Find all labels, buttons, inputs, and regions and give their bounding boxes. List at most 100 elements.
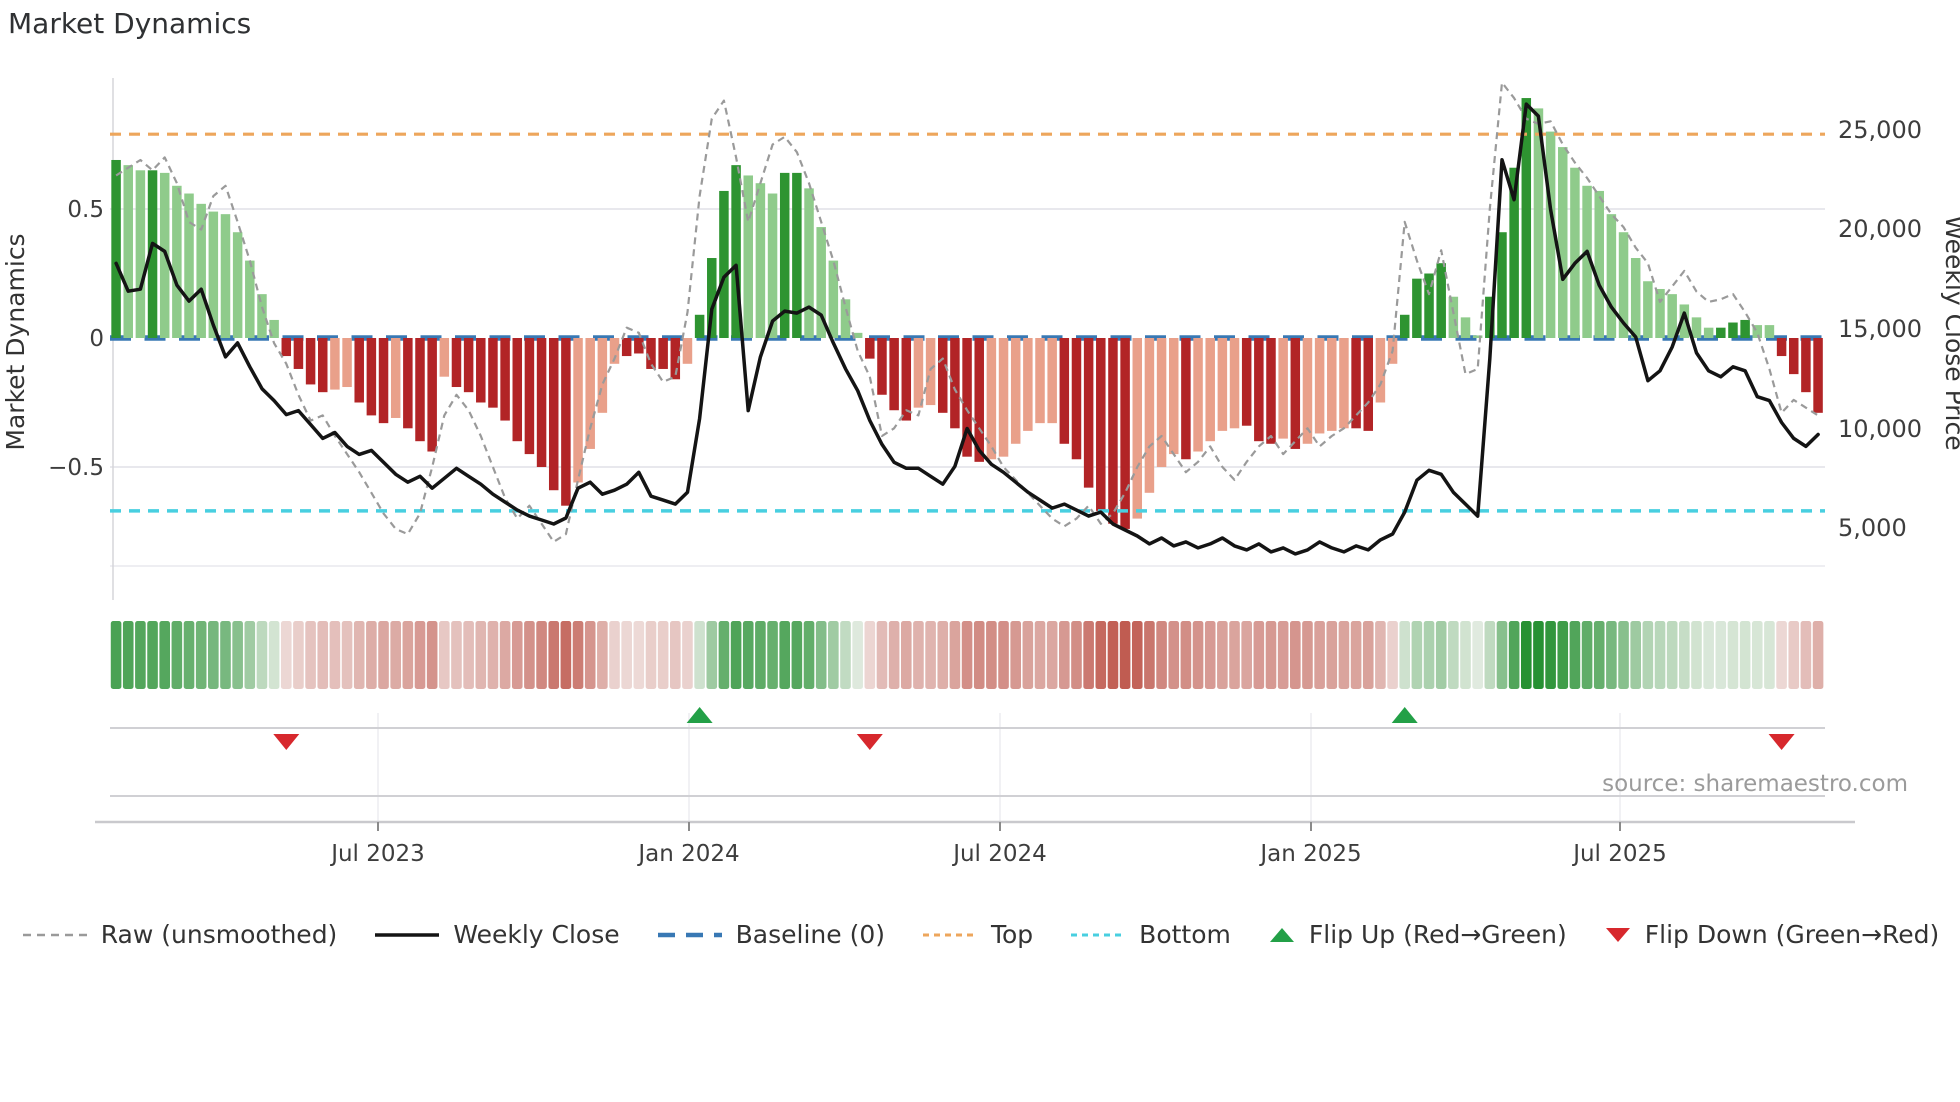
- oscillator-bar: [658, 338, 668, 369]
- oscillator-bar: [1290, 338, 1301, 449]
- heatmap-cell: [1253, 621, 1265, 689]
- right-tick-15000: 15,000: [1838, 315, 1922, 343]
- heatmap-cell: [621, 621, 632, 689]
- oscillator-bar: [403, 338, 413, 429]
- oscillator-bar: [1241, 338, 1252, 426]
- oscillator-bar: [585, 338, 595, 449]
- heatmap-cell: [670, 621, 681, 689]
- oscillator-bar: [719, 190, 729, 338]
- oscillator-bar: [974, 338, 984, 462]
- oscillator-bar: [901, 338, 912, 421]
- heatmap-cell: [998, 621, 1009, 689]
- oscillator-bar: [1667, 294, 1677, 338]
- heatmap-cell: [1277, 621, 1289, 689]
- oscillator-bar: [378, 338, 389, 424]
- heatmap-cell: [1131, 621, 1143, 689]
- oscillator-bar: [694, 314, 705, 338]
- right-tick-20000: 20,000: [1838, 215, 1922, 243]
- oscillator-bar: [1716, 327, 1726, 338]
- heatmap-cell: [1533, 621, 1544, 689]
- oscillator-bar: [1254, 338, 1264, 442]
- oscillator-bar: [889, 338, 899, 411]
- oscillator-bar: [828, 260, 839, 338]
- heatmap-cell: [208, 621, 219, 689]
- right-tick-10000: 10,000: [1838, 415, 1922, 443]
- heatmap-cell: [779, 621, 791, 689]
- baseline-line-icon: [657, 932, 722, 937]
- right-tick-25000: 25,000: [1838, 116, 1922, 144]
- bottom-line-icon: [1071, 933, 1126, 936]
- oscillator-bar: [293, 338, 304, 369]
- oscillator-bar: [670, 338, 681, 380]
- oscillator-bar: [1229, 338, 1240, 429]
- heatmap-cell: [1144, 621, 1155, 689]
- oscillator-bar: [220, 214, 231, 338]
- heatmap-cell: [548, 621, 560, 689]
- heatmap-cell: [1448, 621, 1459, 689]
- heatmap-cell: [1119, 621, 1131, 689]
- heatmap-cell: [1083, 621, 1094, 689]
- heatmap-cell: [487, 621, 499, 689]
- heatmap-cell: [1010, 621, 1021, 689]
- oscillator-bar: [1351, 338, 1361, 429]
- heatmap-cell: [1593, 621, 1605, 689]
- oscillator-bar: [597, 338, 608, 413]
- page-title: Market Dynamics: [8, 7, 251, 40]
- heatmap-cell: [755, 621, 766, 689]
- oscillator-bar: [317, 338, 328, 393]
- oscillator-bar: [342, 338, 352, 388]
- weekly-close-line: [114, 102, 1820, 556]
- oscillator-bar: [1217, 338, 1228, 431]
- heatmap-cell: [949, 621, 961, 689]
- heatmap-cell: [1751, 621, 1763, 689]
- heatmap-cell: [135, 621, 146, 689]
- oscillator-bar: [512, 338, 523, 442]
- oscillator-bar: [561, 338, 571, 506]
- oscillator-bar: [257, 294, 267, 338]
- heatmap-cell: [159, 621, 171, 689]
- oscillator-bar: [1144, 338, 1155, 493]
- oscillator-bar: [1813, 338, 1823, 413]
- heatmap-cell: [536, 621, 547, 689]
- oscillator-bar: [1521, 98, 1532, 338]
- oscillator-bar: [1448, 296, 1459, 338]
- oscillator-bar: [1023, 338, 1033, 431]
- oscillator-bar: [1181, 338, 1191, 460]
- oscillator-bar: [743, 175, 753, 338]
- oscillator-bar: [634, 338, 644, 354]
- heatmap-cell: [1204, 621, 1216, 689]
- oscillator-bar: [1156, 338, 1167, 467]
- right-axis-title: Weekly Close Price: [1940, 215, 1960, 450]
- heatmap-cell: [341, 621, 353, 689]
- oscillator-bar: [1302, 338, 1313, 444]
- heatmap-cell: [1776, 621, 1787, 689]
- legend-label: Bottom: [1139, 920, 1231, 949]
- oscillator-bar: [573, 338, 583, 483]
- oscillator-bar: [184, 193, 194, 338]
- flip-up-marker: [1391, 707, 1418, 723]
- heatmap-cell: [864, 621, 876, 689]
- heatmap-cell: [925, 621, 936, 689]
- heatmap-cell: [499, 621, 511, 689]
- heatmap-cell: [1302, 621, 1313, 689]
- legend-label: Flip Down (Green→Red): [1644, 920, 1940, 949]
- oscillator-bar: [305, 338, 316, 385]
- oscillator-bar: [938, 338, 948, 413]
- heatmap-cell: [1107, 621, 1119, 689]
- heatmap-cell: [657, 621, 669, 689]
- oscillator-bar: [1266, 338, 1276, 444]
- heatmap-cell: [1508, 621, 1520, 689]
- legend: Raw (unsmoothed) Weekly Close Baseline (…: [0, 920, 1960, 949]
- heatmap-cell: [232, 621, 243, 689]
- heatmap-cell: [986, 621, 997, 689]
- legend-item-bottom: Bottom: [1069, 920, 1231, 949]
- oscillator-bar: [840, 299, 851, 338]
- heatmap-cell: [353, 621, 365, 689]
- right-tick-5000: 5,000: [1838, 514, 1907, 542]
- oscillator-bar: [172, 185, 182, 338]
- heatmap-cell: [888, 621, 900, 689]
- heatmap-cell: [706, 621, 718, 689]
- oscillator-bar: [767, 193, 778, 338]
- heatmap-cell: [1630, 621, 1642, 689]
